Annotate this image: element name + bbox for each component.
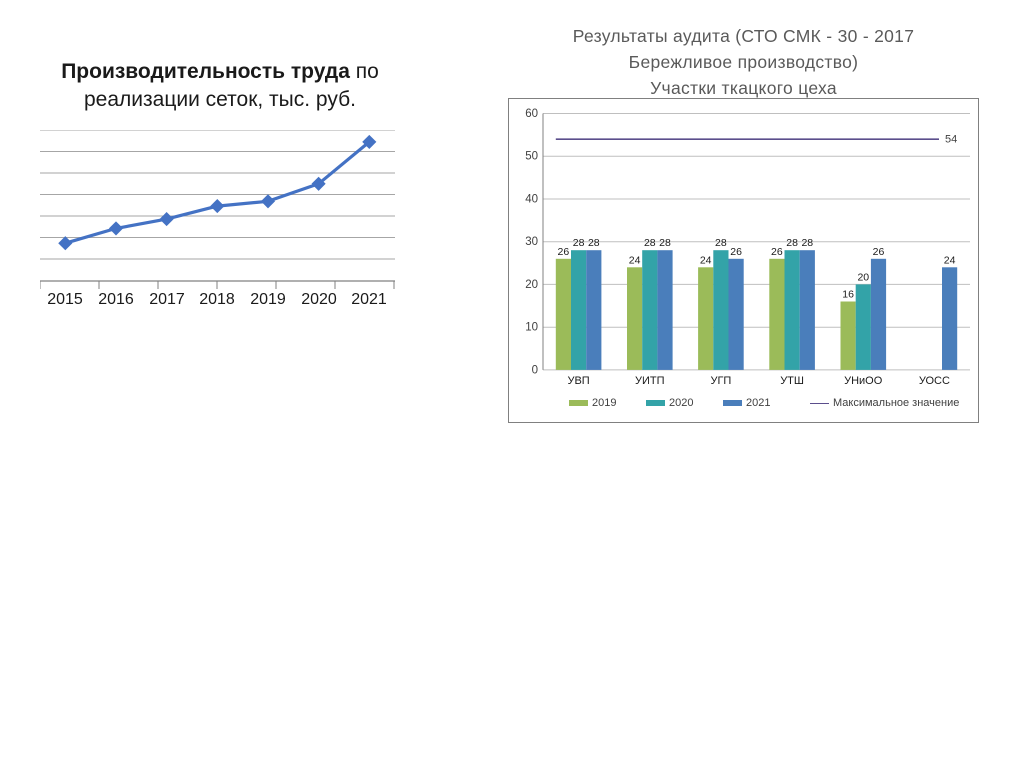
svg-text:60: 60 bbox=[525, 108, 538, 120]
svg-text:20: 20 bbox=[525, 279, 538, 291]
svg-text:54: 54 bbox=[945, 134, 957, 146]
svg-text:28: 28 bbox=[573, 237, 585, 249]
svg-text:30: 30 bbox=[525, 236, 538, 248]
svg-text:28: 28 bbox=[786, 237, 798, 249]
svg-text:40: 40 bbox=[525, 194, 538, 206]
svg-text:0: 0 bbox=[532, 364, 538, 376]
svg-text:20: 20 bbox=[857, 271, 869, 283]
svg-text:10: 10 bbox=[525, 322, 538, 334]
svg-text:28: 28 bbox=[715, 237, 727, 249]
svg-text:26: 26 bbox=[873, 246, 885, 258]
svg-text:УТШ: УТШ bbox=[780, 375, 804, 387]
svg-text:26: 26 bbox=[730, 246, 742, 258]
svg-text:УНиОО: УНиОО bbox=[844, 375, 883, 387]
svg-text:28: 28 bbox=[588, 237, 600, 249]
svg-text:28: 28 bbox=[659, 237, 671, 249]
svg-text:УВП: УВП bbox=[567, 375, 589, 387]
svg-text:24: 24 bbox=[629, 254, 641, 266]
svg-text:28: 28 bbox=[644, 237, 656, 249]
svg-text:16: 16 bbox=[842, 289, 854, 301]
svg-text:26: 26 bbox=[771, 246, 783, 258]
svg-text:28: 28 bbox=[801, 237, 813, 249]
svg-text:УОСС: УОСС bbox=[919, 375, 950, 387]
svg-text:УГП: УГП bbox=[710, 375, 731, 387]
svg-text:24: 24 bbox=[700, 254, 712, 266]
svg-text:26: 26 bbox=[558, 246, 570, 258]
svg-text:УИТП: УИТП bbox=[635, 375, 665, 387]
svg-text:50: 50 bbox=[525, 151, 538, 163]
svg-text:24: 24 bbox=[944, 254, 956, 266]
